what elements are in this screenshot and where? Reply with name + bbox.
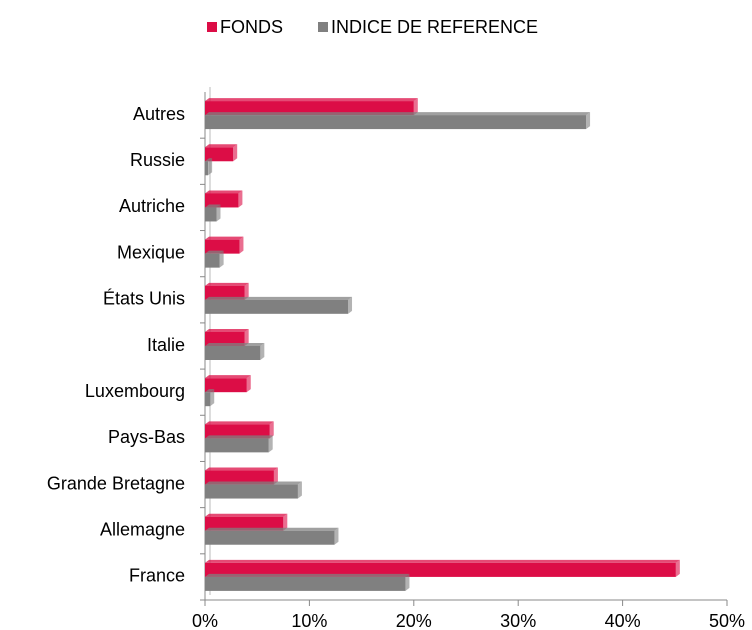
bar-top [205, 329, 249, 332]
bar-side [586, 112, 591, 130]
bar-top [205, 204, 221, 208]
x-tick-label: 20% [396, 611, 432, 630]
legend-label: FONDS [220, 17, 283, 37]
bar-side [348, 296, 353, 314]
bar [205, 207, 217, 222]
bar-top [205, 250, 224, 254]
y-tick-label: Autres [133, 104, 185, 124]
bar-top [205, 467, 278, 471]
bar-top [205, 190, 243, 194]
bar-side [210, 389, 215, 407]
bar-side [260, 343, 265, 360]
y-tick-label: Pays-Bas [108, 427, 185, 447]
bar-side [244, 282, 249, 300]
legend-swatch [318, 22, 328, 32]
bar [205, 576, 406, 591]
bar-top [205, 389, 215, 393]
bar-side [219, 250, 224, 268]
bar [205, 161, 209, 176]
bar-top [205, 282, 249, 286]
legend-swatch [207, 22, 217, 32]
x-tick-label: 50% [709, 611, 745, 630]
bar-side [675, 559, 680, 577]
bar-side [297, 481, 302, 499]
bar-top [205, 98, 418, 102]
bar [205, 346, 261, 360]
y-tick-label: Allemagne [100, 519, 185, 539]
bar-top [205, 481, 302, 485]
bar-top [205, 158, 213, 162]
bar [205, 193, 239, 208]
bar-top [205, 513, 288, 517]
bar [205, 299, 349, 314]
bar-top [205, 375, 251, 379]
bar-side [238, 190, 243, 208]
bar [205, 392, 211, 407]
x-tick-label: 0% [192, 611, 218, 630]
bar-top [205, 296, 353, 300]
bar-side [283, 513, 288, 531]
bar [205, 516, 284, 531]
bar-top [205, 343, 265, 346]
bar-top [205, 236, 244, 240]
bar-top [205, 559, 680, 563]
bar-top [205, 527, 339, 531]
bar [205, 424, 270, 439]
y-tick-label: Grande Bretagne [47, 473, 185, 493]
bar-side [405, 573, 410, 591]
x-tick-label: 10% [291, 611, 327, 630]
bar [205, 332, 245, 346]
bar [205, 285, 245, 300]
bar-top [205, 421, 274, 425]
bar-side [334, 527, 339, 545]
bar-top [205, 112, 591, 116]
bar-side [246, 375, 251, 393]
bar [205, 438, 269, 453]
bar [205, 378, 247, 393]
bar [205, 101, 414, 116]
y-tick-label: États Unis [103, 289, 185, 309]
bar [205, 484, 298, 499]
bar-side [269, 421, 274, 439]
bar-side [208, 158, 213, 176]
bar [205, 470, 274, 485]
bar [205, 253, 220, 268]
bar-side [268, 435, 273, 453]
bar-side [413, 98, 418, 116]
y-tick-label: Mexique [117, 242, 185, 262]
x-tick-label: 40% [605, 611, 641, 630]
legend-label: INDICE DE REFERENCE [331, 17, 538, 37]
y-tick-label: Luxembourg [85, 381, 185, 401]
bar-side [273, 467, 278, 485]
bar [205, 562, 676, 577]
y-tick-label: Russie [130, 150, 185, 170]
bar-top [205, 144, 238, 148]
bar-side [244, 329, 249, 346]
bar [205, 239, 240, 254]
bar-side [216, 204, 221, 222]
bar-top [205, 573, 410, 577]
bar [205, 115, 587, 130]
bar [205, 147, 234, 162]
y-tick-label: France [129, 566, 185, 586]
x-tick-label: 30% [500, 611, 536, 630]
bar-side [233, 144, 238, 162]
bar-side [239, 236, 244, 254]
y-tick-label: Italie [147, 335, 185, 355]
bar [205, 530, 335, 545]
bar-top [205, 435, 273, 439]
y-tick-label: Autriche [119, 196, 185, 216]
